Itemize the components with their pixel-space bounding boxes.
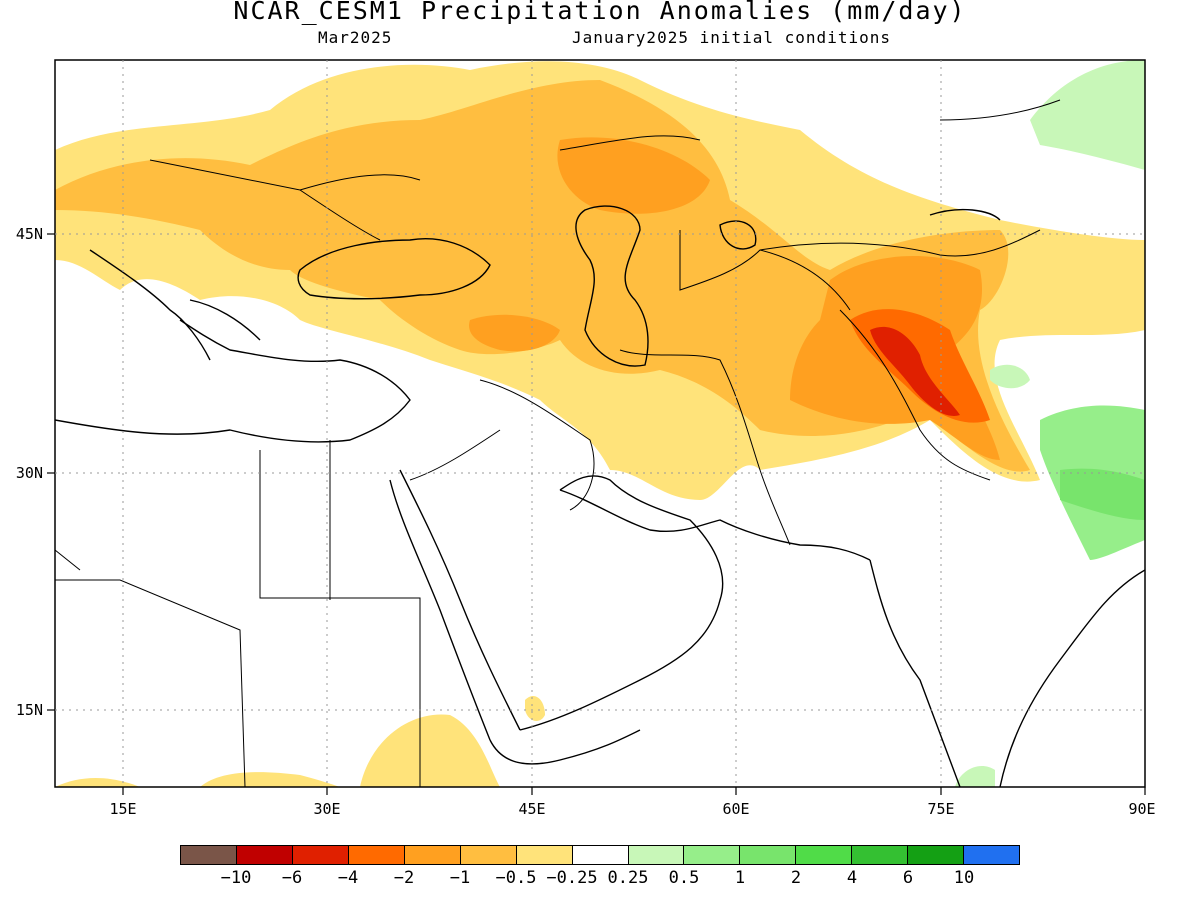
wet-anomaly-region-mongolia <box>1030 60 1145 170</box>
colorbar-swatch <box>964 846 1020 864</box>
colorbar-label: −1 <box>449 868 471 888</box>
colorbar-swatch <box>684 846 741 864</box>
strong-dry-region-caucasus <box>469 314 560 352</box>
lon-label-75e: 75E <box>927 800 954 818</box>
colorbar-label: 10 <box>953 868 975 888</box>
colorbar-swatch <box>628 846 685 864</box>
colorbar-swatch <box>796 846 853 864</box>
wet-anomaly-region-sri-lanka <box>955 766 995 787</box>
black-sea-coast <box>297 238 491 300</box>
colorbar-label: −4 <box>337 868 359 888</box>
colorbar-label: 2 <box>790 868 802 888</box>
map-title: NCAR_CESM1 Precipitation Anomalies (mm/d… <box>233 0 967 25</box>
colorbar-swatch <box>404 846 461 864</box>
colorbar-swatch <box>181 846 237 864</box>
colorbar-swatch <box>516 846 573 864</box>
colorbar-label: −0.5 <box>495 868 537 888</box>
arabian-peninsula-coast <box>519 475 724 731</box>
moderate-dry-region-black-sea <box>55 80 1030 472</box>
red-sea-coast-west <box>389 479 491 741</box>
colorbar-swatch <box>292 846 349 864</box>
colorbar-label: −10 <box>220 868 252 888</box>
lon-label-45e: 45E <box>518 800 545 818</box>
colorbar-label: −0.25 <box>546 868 598 888</box>
colorbar-label: 0.25 <box>607 868 649 888</box>
plot-frame <box>54 59 1146 788</box>
colorbar-swatch <box>572 846 629 864</box>
lon-label-90e: 90E <box>1128 800 1155 818</box>
adriatic-aegean-coast <box>89 249 261 361</box>
lon-label-15e: 15E <box>109 800 136 818</box>
mediterranean-coast <box>55 319 411 443</box>
dry-anomaly-region-north-africa-west <box>55 778 140 787</box>
dry-anomaly-region-yemen <box>525 695 545 722</box>
colorbar-swatch <box>460 846 517 864</box>
colorbar-label: 6 <box>902 868 914 888</box>
strong-dry-region-kazakhstan <box>557 137 710 214</box>
border-lines <box>55 99 1061 787</box>
colorbar-swatch <box>740 846 797 864</box>
lon-label-60e: 60E <box>722 800 749 818</box>
colorbar-swatch <box>348 846 405 864</box>
colorbar-label: 4 <box>846 868 858 888</box>
colorbar-swatch <box>908 846 965 864</box>
coastlines <box>55 205 1145 787</box>
colorbar-swatch <box>852 846 909 864</box>
colorbar <box>180 845 1020 865</box>
red-sea-coast-east <box>399 469 521 731</box>
lat-label-45n: 45N <box>16 225 43 243</box>
colorbar-label: −6 <box>281 868 303 888</box>
colorbar-label: 0.5 <box>668 868 700 888</box>
country-borders <box>55 99 1061 787</box>
lat-label-15n: 15N <box>16 701 43 719</box>
persian-gulf-coast <box>559 489 871 561</box>
caspian-sea-coast <box>575 205 649 367</box>
horn-of-africa-coast <box>489 729 641 765</box>
colorbar-label: 1 <box>734 868 746 888</box>
tick-marks <box>47 233 1146 795</box>
initial-conditions-label: January2025 initial conditions <box>572 28 891 47</box>
dry-anomaly-region-south-sudan <box>200 772 340 787</box>
colorbar-swatch <box>236 846 293 864</box>
colorbar-label: −2 <box>393 868 415 888</box>
anomaly-fields <box>55 60 1145 787</box>
moderate-wet-region-bangladesh <box>1060 468 1145 520</box>
dry-anomaly-region-east-africa <box>360 714 500 787</box>
lon-label-30e: 30E <box>313 800 340 818</box>
lat-label-30n: 30N <box>16 464 43 482</box>
forecast-month: Mar2025 <box>318 28 393 47</box>
extreme-dry-region-himalaya <box>870 326 960 416</box>
wet-anomaly-region-nepal-east <box>990 364 1030 389</box>
india-coast <box>869 559 1145 787</box>
